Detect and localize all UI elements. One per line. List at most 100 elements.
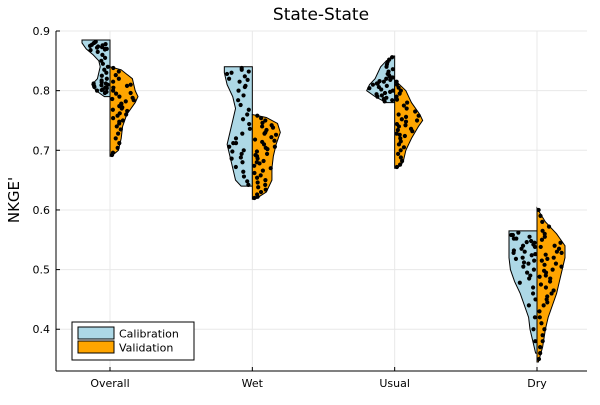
point-validation-dry	[556, 246, 562, 251]
point-validation-overall	[115, 145, 120, 151]
point-calibration-wet	[229, 156, 234, 161]
point-calibration-wet	[247, 121, 252, 127]
point-validation-usual	[410, 129, 415, 134]
point-validation-dry	[536, 207, 541, 213]
legend-swatch-calibration	[77, 326, 115, 340]
point-calibration-overall	[104, 76, 109, 81]
point-calibration-dry	[526, 261, 531, 266]
point-validation-wet	[256, 185, 261, 190]
point-calibration-dry	[524, 240, 529, 245]
point-calibration-dry	[520, 255, 525, 260]
point-validation-usual	[413, 109, 418, 114]
point-validation-wet	[252, 137, 258, 142]
point-validation-wet	[255, 180, 260, 185]
point-validation-dry	[536, 356, 542, 362]
point-calibration-wet	[240, 117, 246, 122]
point-validation-dry	[538, 351, 543, 356]
point-validation-dry	[542, 327, 547, 332]
point-calibration-wet	[240, 131, 245, 136]
point-calibration-wet	[245, 112, 250, 117]
point-validation-wet	[258, 173, 263, 178]
point-calibration-dry	[532, 315, 538, 320]
point-validation-wet	[270, 125, 276, 130]
point-calibration-wet	[247, 126, 253, 131]
point-calibration-overall	[99, 87, 104, 93]
point-validation-dry	[537, 315, 542, 320]
point-validation-dry	[553, 261, 559, 266]
point-validation-wet	[252, 195, 257, 201]
point-calibration-usual	[386, 73, 392, 78]
point-calibration-wet	[246, 182, 251, 187]
point-validation-dry	[542, 262, 547, 267]
point-validation-wet	[263, 187, 268, 192]
point-validation-wet	[259, 115, 264, 121]
point-calibration-overall	[103, 85, 108, 90]
point-calibration-wet	[246, 69, 251, 74]
point-calibration-wet	[240, 160, 245, 165]
point-calibration-overall	[99, 73, 104, 78]
point-validation-overall	[120, 105, 125, 110]
point-validation-overall	[111, 115, 116, 121]
point-validation-overall	[115, 113, 120, 118]
legend-label-calibration: Calibration	[119, 328, 179, 341]
point-calibration-wet	[226, 76, 232, 81]
violin-calibration-dry	[508, 230, 538, 354]
point-validation-dry	[542, 231, 547, 236]
point-calibration-dry	[531, 327, 536, 332]
y-tick-label: 0.9	[33, 25, 51, 38]
x-tick-label: Wet	[242, 377, 264, 390]
point-validation-wet	[272, 138, 277, 143]
point-calibration-wet	[238, 102, 243, 108]
point-calibration-dry	[522, 249, 527, 254]
point-validation-wet	[263, 182, 268, 187]
point-calibration-dry	[521, 264, 526, 269]
point-calibration-overall	[105, 82, 110, 87]
x-tick-labels: Overall Wet Usual Dry	[90, 367, 547, 390]
point-calibration-dry	[520, 243, 526, 248]
point-validation-dry	[539, 258, 544, 263]
point-validation-wet	[252, 170, 257, 176]
point-validation-wet	[263, 118, 268, 123]
point-validation-overall	[110, 107, 115, 112]
point-validation-dry	[551, 255, 556, 260]
point-calibration-dry	[531, 267, 537, 272]
chart-title: State-State	[273, 5, 369, 25]
point-validation-wet	[272, 144, 277, 149]
point-validation-dry	[558, 240, 563, 245]
y-tick-label: 0.8	[33, 85, 51, 98]
y-tick-label: 0.5	[33, 264, 51, 277]
point-validation-usual	[404, 106, 409, 111]
point-calibration-dry	[511, 250, 516, 255]
point-calibration-wet	[227, 144, 232, 149]
y-tick-label: 0.4	[33, 323, 51, 336]
point-validation-usual	[397, 132, 402, 137]
point-validation-wet	[253, 152, 258, 158]
point-validation-overall	[110, 96, 115, 102]
point-validation-wet	[269, 135, 274, 140]
point-calibration-overall	[94, 45, 100, 50]
y-axis-label: NKGE'	[5, 177, 23, 223]
point-validation-overall	[113, 91, 119, 96]
point-validation-usual	[398, 162, 403, 167]
point-validation-dry	[538, 345, 543, 350]
point-validation-usual	[403, 114, 409, 119]
point-calibration-wet	[242, 74, 247, 79]
point-calibration-wet	[230, 149, 235, 154]
point-calibration-wet	[239, 151, 244, 156]
point-calibration-dry	[530, 291, 536, 296]
point-validation-overall	[123, 99, 128, 104]
point-calibration-dry	[509, 232, 514, 238]
point-calibration-usual	[375, 94, 380, 99]
x-tick-label: Dry	[527, 377, 547, 390]
point-validation-usual	[402, 133, 407, 139]
point-validation-overall	[128, 82, 133, 87]
point-calibration-overall	[105, 64, 111, 69]
point-validation-overall	[124, 83, 130, 88]
point-calibration-overall	[91, 81, 96, 86]
point-calibration-wet	[238, 155, 243, 160]
point-calibration-dry	[514, 236, 519, 241]
point-validation-usual	[403, 119, 409, 124]
point-calibration-wet	[241, 169, 246, 174]
point-calibration-dry	[516, 230, 521, 235]
